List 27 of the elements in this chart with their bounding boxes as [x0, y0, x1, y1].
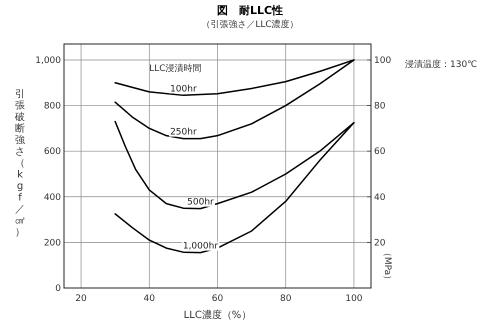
x-tick-label: 40: [144, 294, 156, 304]
x-tick-label: 60: [212, 294, 224, 304]
y2-tick-label: 60: [374, 147, 386, 158]
y-tick-label: 1,000: [35, 56, 62, 66]
y2-tick-label: 20: [374, 238, 386, 248]
y-tick-label: 200: [44, 238, 62, 248]
chart-title: 図 耐LLC性: [216, 4, 284, 17]
text: 引張破断強さ（kgf／㎠）: [15, 89, 25, 238]
text: 浸漬温度：130℃: [405, 59, 478, 70]
series-label: 1,000hr: [182, 242, 218, 252]
x-tick-label: 20: [75, 294, 88, 304]
x-tick-label: 100: [345, 294, 363, 304]
chart-subtitle: （引張強さ／LLC濃度）: [201, 19, 299, 30]
series-label: 250hr: [170, 128, 197, 138]
y2-tick-label: 80: [374, 102, 386, 112]
y-tick-label: 800: [44, 102, 62, 112]
series-label: 500hr: [187, 198, 214, 208]
series-label: 100hr: [170, 84, 197, 94]
y-tick-label: 0: [55, 284, 62, 294]
legend-title: LLC浸漬時間: [149, 62, 202, 74]
y2-tick-label: 40: [374, 192, 386, 203]
x-tick-label: 80: [280, 294, 292, 304]
y-tick-label: 600: [44, 147, 62, 158]
y-tick-label: 400: [44, 192, 62, 203]
y2-axis-title: （MPa）: [382, 248, 392, 284]
x-axis-title: LLC濃度（%）: [184, 309, 252, 321]
y2-tick-label: 100: [374, 56, 392, 66]
